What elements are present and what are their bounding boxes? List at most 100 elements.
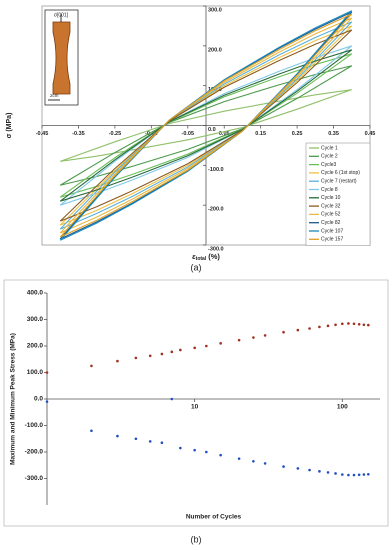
x-tick-label: -0.05 (182, 131, 195, 137)
legend-label: Cycle 32 (321, 203, 341, 209)
point (347, 473, 350, 477)
point (148, 354, 152, 358)
x-axis-symbol: ε (192, 252, 196, 261)
legend-label: Cycle 10 (321, 195, 341, 201)
y-tick-label: 0.0 (34, 396, 43, 403)
y-axis-title: σ (MPa) (6, 113, 13, 139)
legend-label: Cycle 7 (restart) (321, 179, 357, 185)
point (134, 437, 138, 441)
point (308, 327, 311, 330)
x-tick-label: -0.45 (36, 131, 49, 137)
x-axis-title: Number of Cycles (186, 514, 242, 521)
loop-line (59, 13, 353, 238)
x-tick-label: -0.35 (72, 131, 85, 137)
x-tick-label: 0.35 (328, 131, 339, 137)
point (367, 472, 370, 476)
y-tick-label: -300.0 (208, 246, 224, 252)
point (362, 323, 366, 327)
point (282, 465, 285, 468)
point (296, 328, 300, 332)
legend-label: Cycle 52 (321, 212, 341, 218)
legend-label: Cycle 1 (321, 145, 338, 151)
point (352, 322, 356, 326)
caption: (b) (191, 534, 202, 544)
point (90, 364, 93, 368)
legend-label: Cycle3 (321, 162, 337, 168)
legend-label: Cycle 8 (321, 187, 338, 193)
x-tick-label: 100 (337, 404, 348, 411)
point (357, 322, 361, 326)
y-tick-label: -200.0 (208, 207, 224, 213)
point (367, 323, 370, 327)
y-tick-label: -300.0 (25, 475, 44, 482)
point (219, 453, 222, 457)
x-axis-subscript: total (196, 256, 207, 262)
point (148, 440, 152, 443)
point (170, 350, 174, 354)
point (341, 473, 344, 476)
inset-label: σ[001] (54, 12, 69, 18)
point (116, 359, 119, 363)
loop-line (59, 49, 353, 202)
point (160, 441, 164, 445)
legend-box (305, 142, 371, 246)
loop-line (60, 89, 352, 162)
point (170, 397, 174, 401)
y-tick-label: 200.0 (27, 343, 44, 350)
point (237, 457, 241, 460)
scale-label: 2cm (50, 93, 59, 98)
y-tick-label: 100.0 (27, 369, 44, 376)
point (45, 371, 49, 374)
x-tick-label: 0.15 (255, 131, 266, 137)
point (341, 322, 344, 326)
point (347, 322, 350, 325)
point (334, 323, 337, 327)
y-tick-label: 200.0 (208, 47, 222, 53)
chart-frame (3, 279, 389, 527)
point (237, 338, 241, 342)
point (205, 344, 208, 348)
legend-label: Cycle 157 (321, 237, 343, 243)
point (326, 471, 330, 474)
legend-label: Cycle 6 (1st stop) (321, 170, 360, 176)
x-axis-unit: (%) (208, 252, 220, 261)
y-tick-label: -200.0 (25, 449, 44, 456)
x-tick-label: -0.25 (109, 131, 122, 137)
point (219, 342, 222, 345)
point (205, 450, 208, 454)
point (193, 346, 196, 350)
point (326, 324, 330, 328)
point (357, 473, 361, 477)
point (282, 330, 285, 334)
point (318, 470, 321, 473)
x-tick-label: 10 (191, 404, 199, 411)
x-tick-label: 0.25 (292, 131, 303, 137)
y-tick-label: -100.0 (208, 167, 224, 173)
y-tick-label: -100.0 (25, 422, 44, 429)
point (308, 468, 311, 472)
y-tick-label: 300.0 (27, 316, 44, 323)
point (45, 400, 49, 403)
point (134, 356, 138, 360)
point (296, 467, 300, 470)
legend-label: Cycle 107 (321, 228, 343, 234)
point (352, 473, 356, 477)
loop-line (59, 29, 353, 222)
point (193, 448, 196, 452)
point (252, 336, 255, 339)
point (160, 352, 164, 356)
point (318, 325, 321, 329)
caption: (a) (191, 262, 202, 272)
point (90, 429, 93, 433)
point (263, 462, 267, 465)
point (362, 473, 366, 476)
point (252, 459, 255, 463)
point (179, 348, 182, 352)
y-tick-label: 300.0 (208, 7, 222, 13)
y-tick-label: 0.0 (208, 127, 216, 133)
legend-label: Cycle 2 (321, 154, 338, 160)
specimen (52, 21, 71, 95)
inset-photo: σ[001] 2cm (44, 9, 79, 106)
x-tick-label: 0.45 (365, 131, 376, 137)
